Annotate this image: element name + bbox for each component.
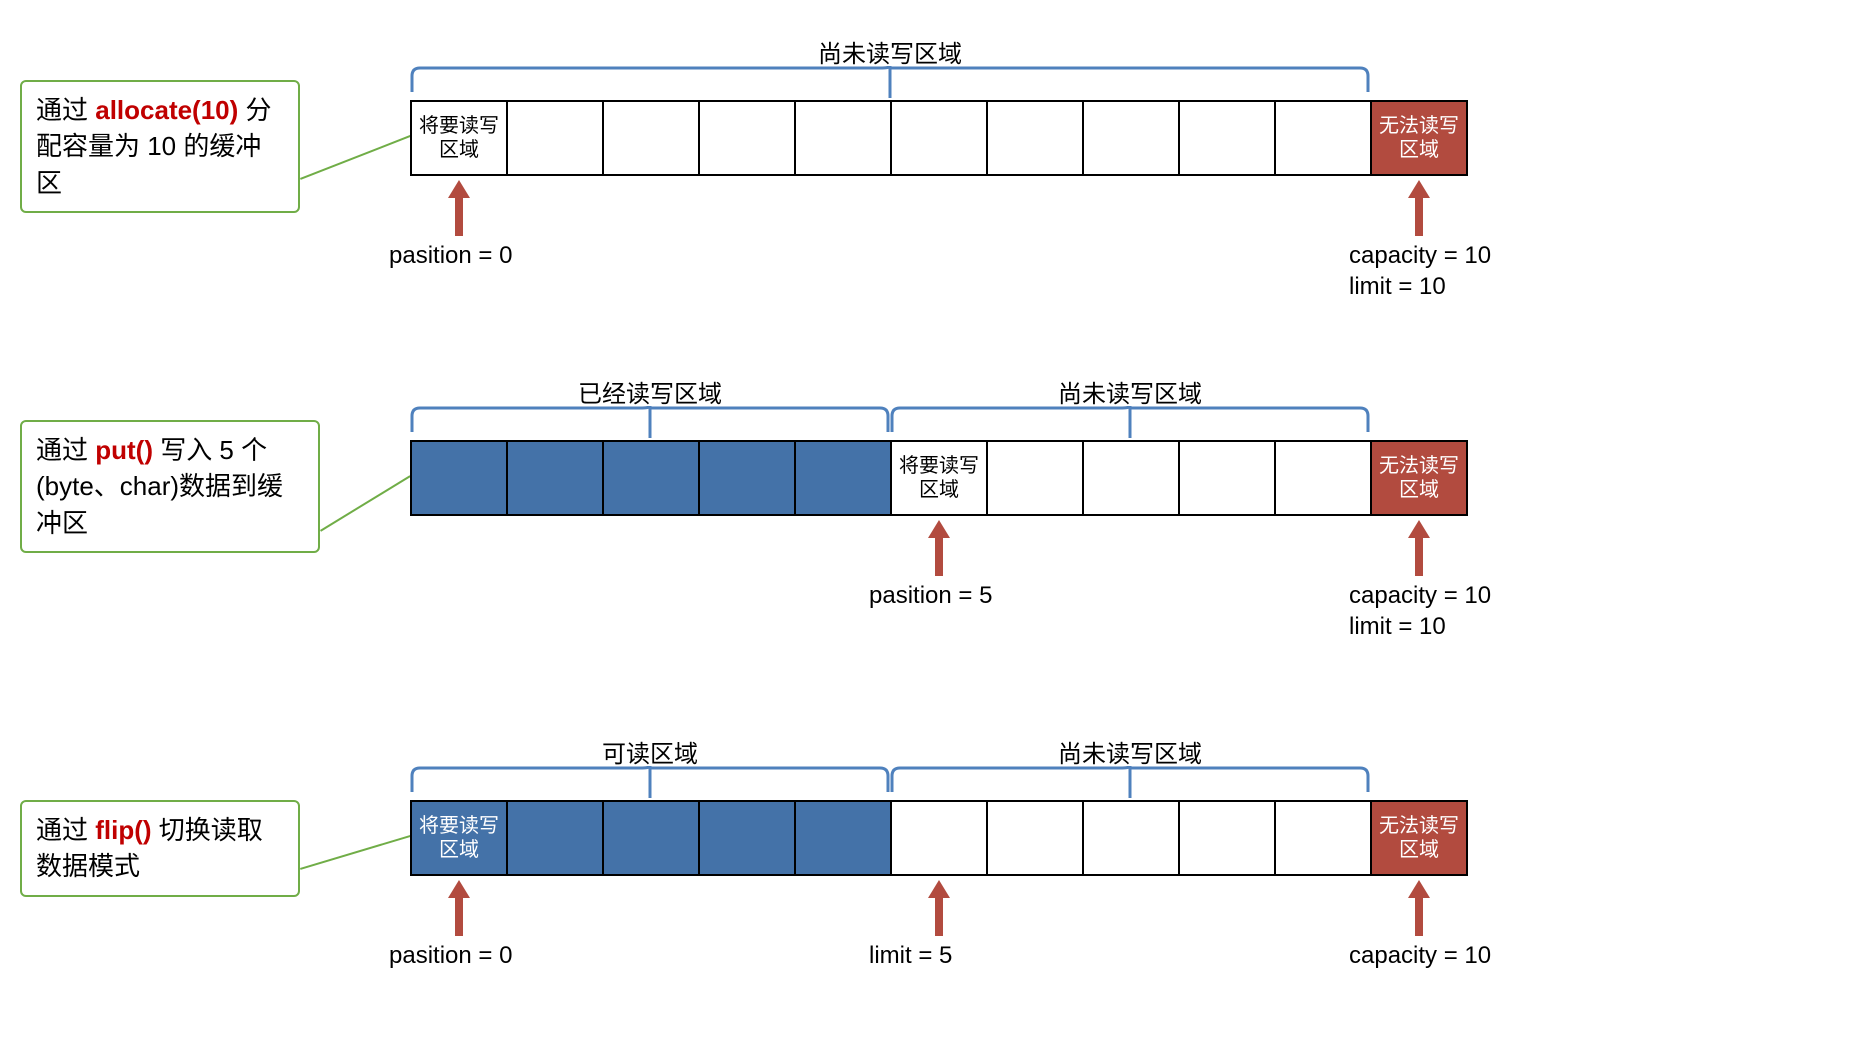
pointer-label: limit = 5: [869, 940, 952, 971]
buffer-cell: [1082, 100, 1180, 176]
pointer-label-line: limit = 10: [1349, 271, 1491, 302]
pointer-label: pasition = 0: [389, 240, 512, 271]
pointer-label: capacity = 10limit = 10: [1349, 240, 1491, 302]
buffer-cell: [698, 800, 796, 876]
section-put: 通过 put() 写入 5 个(byte、char)数据到缓冲区 已经读写区域 …: [20, 360, 1854, 680]
bracket-label: 尚未读写区域: [810, 34, 970, 69]
buffer-row: 将要读写区域 无法读写区域: [410, 800, 1468, 876]
buffer-cell: [794, 800, 892, 876]
pointer-arrow: [1408, 520, 1430, 576]
desc-prefix: 通过: [36, 435, 95, 465]
pointer-label: pasition = 0: [389, 940, 512, 971]
cell-text: 无法读写区域: [1372, 814, 1466, 862]
buffer-cell: [986, 440, 1084, 516]
cell-text: 将要读写区域: [892, 454, 986, 502]
cell-text: 将要读写区域: [412, 114, 506, 162]
pointer-arrow: [928, 520, 950, 576]
buffer-cell: [602, 800, 700, 876]
buffer-cell: [1274, 100, 1372, 176]
pointer-label-line: pasition = 5: [869, 580, 992, 611]
desc-highlight: allocate(10): [95, 95, 238, 125]
pointer-label: pasition = 5: [869, 580, 992, 611]
pointer-label-line: capacity = 10: [1349, 580, 1491, 611]
brace-bracket: [890, 406, 1370, 442]
buffer-state-diagram: 通过 allocate(10) 分配容量为 10 的缓冲区 尚未读写区域将要读写…: [20, 20, 1854, 1012]
section-allocate: 通过 allocate(10) 分配容量为 10 的缓冲区 尚未读写区域将要读写…: [20, 20, 1854, 340]
buffer-cell: [1178, 440, 1276, 516]
cell-text: 将要读写区域: [412, 814, 506, 862]
desc-prefix: 通过: [36, 815, 95, 845]
bracket-label: 已经读写区域: [570, 374, 730, 409]
buffer-cell: [1178, 800, 1276, 876]
description-box: 通过 allocate(10) 分配容量为 10 的缓冲区: [20, 80, 300, 213]
buffer-cell: [794, 100, 892, 176]
buffer-cell: [602, 440, 700, 516]
buffer-cell: [1274, 440, 1372, 516]
tail-cell: 无法读写区域: [1370, 800, 1468, 876]
buffer-cell: 将要读写区域: [890, 440, 988, 516]
tail-cell: 无法读写区域: [1370, 440, 1468, 516]
pointer-arrow: [928, 880, 950, 936]
buffer-cell: 将要读写区域: [410, 800, 508, 876]
brace-bracket: [410, 66, 1370, 102]
pointer-label-line: pasition = 0: [389, 940, 512, 971]
pointer-label-line: capacity = 10: [1349, 240, 1491, 271]
buffer-cell: [986, 100, 1084, 176]
pointer-label-line: limit = 5: [869, 940, 952, 971]
desc-highlight: put(): [95, 435, 153, 465]
buffer-cell: [1082, 440, 1180, 516]
buffer-cell: 将要读写区域: [410, 100, 508, 176]
buffer-cell: [506, 800, 604, 876]
pointer-label: capacity = 10limit = 10: [1349, 580, 1491, 642]
buffer-cell: [1178, 100, 1276, 176]
buffer-cell: [890, 100, 988, 176]
brace-bracket: [410, 766, 890, 802]
tail-cell: 无法读写区域: [1370, 100, 1468, 176]
callout-line: [300, 835, 411, 870]
buffer-cell: [1274, 800, 1372, 876]
buffer-cell: [698, 100, 796, 176]
buffer-cell: [602, 100, 700, 176]
pointer-arrow: [448, 180, 470, 236]
buffer-cell: [506, 100, 604, 176]
bracket-label: 尚未读写区域: [1050, 374, 1210, 409]
buffer-cell: [794, 440, 892, 516]
description-box: 通过 put() 写入 5 个(byte、char)数据到缓冲区: [20, 420, 320, 553]
callout-line: [300, 135, 411, 180]
pointer-arrow: [448, 880, 470, 936]
pointer-label-line: capacity = 10: [1349, 940, 1491, 971]
pointer-arrow: [1408, 880, 1430, 936]
cell-text: 无法读写区域: [1372, 114, 1466, 162]
buffer-cell: [698, 440, 796, 516]
buffer-cell: [986, 800, 1084, 876]
pointer-arrow: [1408, 180, 1430, 236]
buffer-row: 将要读写区域 无法读写区域: [410, 100, 1468, 176]
callout-line: [320, 475, 411, 532]
description-box: 通过 flip() 切换读取数据模式: [20, 800, 300, 897]
desc-prefix: 通过: [36, 95, 95, 125]
brace-bracket: [410, 406, 890, 442]
pointer-label-line: pasition = 0: [389, 240, 512, 271]
buffer-cell: [410, 440, 508, 516]
pointer-label: capacity = 10: [1349, 940, 1491, 971]
brace-bracket: [890, 766, 1370, 802]
buffer-cell: [506, 440, 604, 516]
buffer-cell: [1082, 800, 1180, 876]
cell-text: 无法读写区域: [1372, 454, 1466, 502]
buffer-cell: [890, 800, 988, 876]
buffer-row: 将要读写区域 无法读写区域: [410, 440, 1468, 516]
bracket-label: 尚未读写区域: [1050, 734, 1210, 769]
bracket-label: 可读区域: [570, 734, 730, 769]
desc-highlight: flip(): [95, 815, 151, 845]
pointer-label-line: limit = 10: [1349, 611, 1491, 642]
section-flip: 通过 flip() 切换读取数据模式 可读区域 尚未读写区域将要读写区域 无法读写…: [20, 720, 1854, 1040]
